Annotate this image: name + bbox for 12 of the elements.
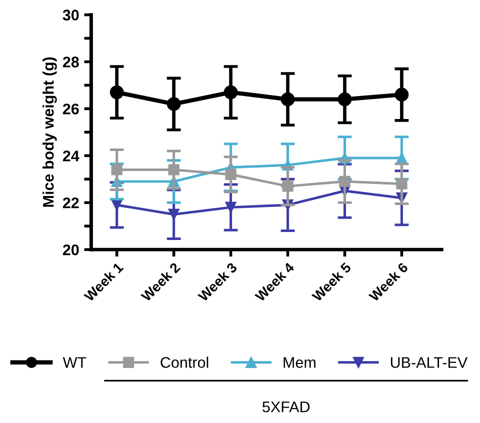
text: 5XFAD [262,402,310,412]
y-tick-label: 26 [62,104,79,114]
y-tick-label: 30 [62,10,79,21]
legend-label: WT [62,357,86,368]
y-tick-label: 22 [62,197,79,208]
y-tick-label: 28 [62,56,79,68]
legend-label: Mem [284,357,316,368]
legend-label: Control [160,356,208,368]
y-tick-label: 24 [62,150,80,162]
y-axis-title: Mice body weight (g) [42,57,57,207]
legend-label: UB-ALT-EV [390,357,468,368]
y-tick-label: 20 [62,244,79,256]
